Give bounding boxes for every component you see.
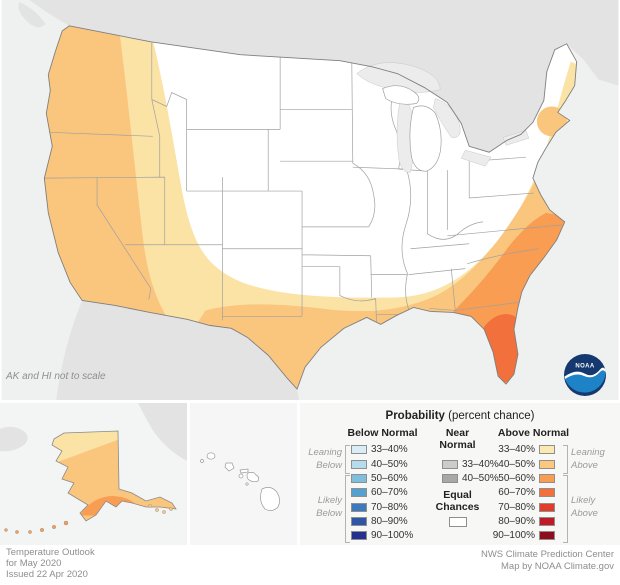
legend-swatch [351,474,367,483]
legend-near-rows: 33–40% 40–50% [442,459,499,484]
hawaii-inset [190,403,297,545]
legend-swatch [539,531,555,541]
bracket-likely-above [563,474,568,543]
russia-landmass [0,426,28,452]
legend-row: 70–80% [351,502,413,513]
legend-row: 40–50% [351,459,413,470]
legend-row: 33–40% [490,444,555,455]
legend-swatch [351,516,367,526]
alaska-panhandle-islands [148,504,173,514]
legend-row: 50–60% [351,473,413,484]
us-outline [43,25,578,390]
bracket-likely-below [345,474,350,543]
legend-header-near: Near Normal [439,427,476,451]
legend-equal-chances: Equal Chances [420,489,495,527]
label-likely-above: Likely Above [571,495,598,519]
label-leaning-below: Leaning Below [308,447,342,471]
canada-landmass-ak [138,403,187,461]
alaska-inset [0,403,187,545]
legend-swatch [539,502,555,512]
legend-row: 40–50% [490,459,555,470]
noaa-logo: NOAA [564,354,606,396]
conus-map [1,0,619,400]
canada-landmass [1,0,619,153]
legend-row: 70–80% [490,502,555,513]
legend-header-below: Below Normal [347,427,418,439]
label-leaning-above: Leaning Above [571,447,605,471]
legend-swatch [539,445,555,455]
legend-swatch [351,531,367,541]
alaska-outline [51,430,177,522]
legend-title: Probability (percent chance) [385,410,535,422]
ak-hi-note: AK and HI not to scale [6,371,106,382]
noaa-logo-text: NOAA [575,364,595,370]
legend-swatch [351,445,367,455]
legend-swatch [539,488,555,498]
legend-swatch [539,516,555,526]
legend-row: 90–100% [490,530,555,541]
legend-row: 80–90% [351,516,413,527]
seagull-icon [564,367,606,379]
legend-swatch [351,488,367,498]
bracket-leaning-above [563,445,568,474]
legend-above-rows: 33–40% 40–50% 50–60% 60–70% 70–80% 80–90… [490,444,555,541]
legend-swatch [442,459,458,469]
state-borders [44,42,562,329]
legend-swatch [442,474,458,484]
legend-row: 33–40% [351,444,413,455]
legend-swatch [539,474,555,483]
label-likely-below: Likely Below [316,495,342,519]
footer: Temperature Outlook for May 2020 Issued … [0,545,620,585]
legend-swatch-equal [448,517,467,527]
legend-header-above: Above Normal [497,427,570,439]
legend-row: 90–100% [351,530,413,541]
footer-right-text: NWS Climate Prediction Center Map by NOA… [480,549,614,572]
bracket-leaning-below [345,445,350,474]
michigan-state [382,85,442,172]
legend-below-rows: 33–40% 40–50% 50–60% 60–70% 70–80% 80–90… [351,444,413,541]
legend-row: 60–70% [490,487,555,498]
vancouver-island [18,1,46,28]
legend-panel: Probability (percent chance) Below Norma… [300,403,620,545]
legend-row: 40–50% [442,473,499,484]
mexico-landmass [56,300,300,400]
hawaii-islands [200,452,280,511]
legend-row: 60–70% [351,487,413,498]
legend-swatch [539,459,555,469]
legend-swatch [351,502,367,512]
legend-row: 50–60% [490,473,555,484]
footer-left-text: Temperature Outlook for May 2020 Issued … [6,547,95,580]
legend-swatch [351,459,367,469]
aleutian-islands [4,520,69,534]
legend-row: 80–90% [490,516,555,527]
legend-row: 33–40% [442,459,499,470]
